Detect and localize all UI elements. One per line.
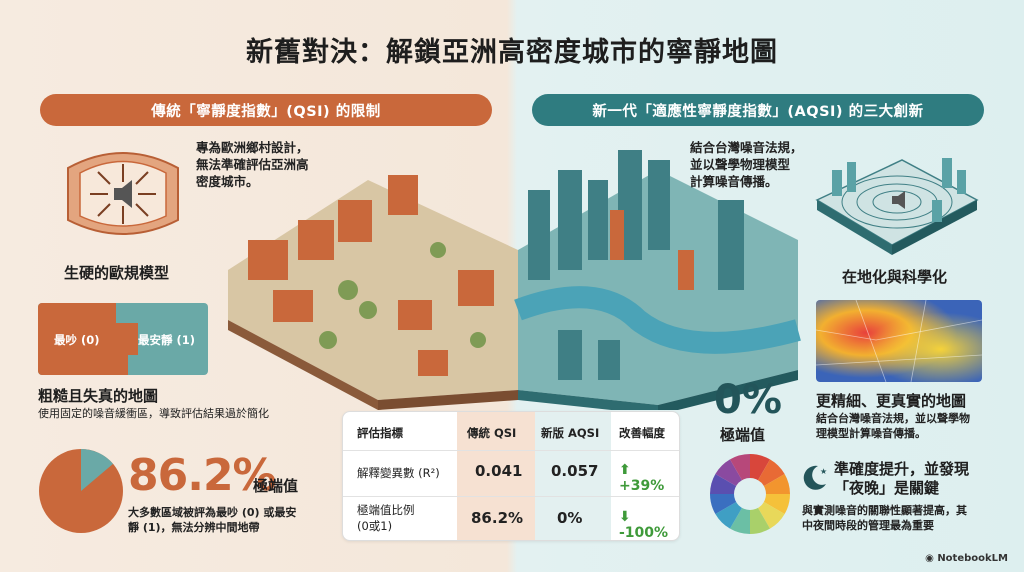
table-row-old: 86.2% [471,509,524,527]
zero-extreme-label: 極端值 [720,426,766,444]
legend-quiet: 最安靜 (1) [138,333,196,347]
extreme-pie-chart [39,449,123,533]
pie-middle-slice [81,449,114,491]
refined-map-heading: 更精細、更真實的地圖 [816,392,967,410]
page-title: 新舊對決：解鎖亞洲高密度城市的寧靜地圖 [246,37,778,68]
zero-extreme-value: 0% [714,377,782,423]
notebooklm-icon: ◉ [925,553,934,564]
qsi-limitations-banner: 傳統「寧靜度指數」(QSI) 的限制 [40,94,492,126]
coarse-map-note: 使用固定的噪音緩衝區，導致評估結果過於簡化 [38,407,269,420]
aqsi-description: 結合台灣噪音法規， 並以聲學物理模型 計算噪音傳播。 [690,140,803,189]
rigid-model-label: 生硬的歐規模型 [64,264,170,282]
refined-heatmap [816,300,982,382]
table-row-metric: 極端值比例 (0或1) [357,503,415,533]
speaker-icon [892,191,905,209]
table-row-change: ⬆ +39% [619,462,665,494]
extreme-pct-note: 大多數區域被評為最吵 (0) 或最安 靜 (1)，無法分辨中間地帶 [128,506,297,534]
night-finding-heading: 準確度提升，並發現 「夜晚」是關鍵 [834,460,970,497]
coarse-map-heading: 粗糙且失真的地圖 [38,387,159,405]
refined-map-note: 結合台灣噪音法規，並以聲學物 理模型計算噪音傳播。 [816,412,970,440]
coarse-map-legend: 最吵 (0) 最安靜 (1) [38,303,208,375]
table-row-change: ⬇ -100% [619,509,669,541]
table-row-old: 0.041 [475,462,523,480]
up-arrow-icon: ⬆ [619,462,631,478]
notebooklm-logo: ◉ NotebookLM [925,553,1008,564]
comparison-table: 評估指標 傳統 QSI 新版 AQSI 改善幅度 解釋變異數 (R²) 0.04… [342,411,680,541]
localized-model-illustration [815,158,979,255]
rigid-model-illustration [67,152,179,235]
table-header-change: 改善幅度 [619,426,665,440]
svg-text:★: ★ [820,467,827,476]
legend-noisy: 最吵 (0) [54,333,100,347]
qsi-description: 專為歐洲鄉村設計， 無法準確評估亞洲高 密度城市。 [196,140,309,189]
speaker-icon [114,180,132,208]
moon-stars-icon: ★ [803,465,827,490]
extreme-pct-label: 極端值 [253,477,299,495]
table-header-new: 新版 AQSI [541,426,600,440]
aqsi-innovations-banner: 新一代「適應性寧靜度指數」(AQSI) 的三大創新 [532,94,984,126]
table-row-metric: 解釋變異數 (R²) [357,466,440,480]
city-comparison-illustration [228,150,801,410]
table-header-old: 傳統 QSI [467,426,517,440]
down-arrow-icon: ⬇ [619,509,631,525]
extreme-pct-value: 86.2% [128,450,277,501]
table-header-metric: 評估指標 [357,426,403,440]
table-row-new: 0% [557,509,583,527]
localized-label: 在地化與科學化 [842,268,948,286]
gradient-donut-chart [710,454,790,534]
night-finding-note: 與實測噪音的關聯性顯著提高，其 中夜間時段的管理最為重要 [802,504,967,532]
table-row-new: 0.057 [551,462,599,480]
